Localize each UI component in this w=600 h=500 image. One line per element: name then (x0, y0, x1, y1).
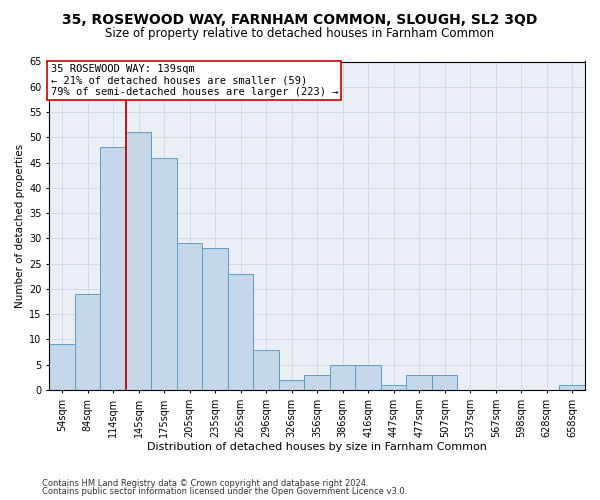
Text: Size of property relative to detached houses in Farnham Common: Size of property relative to detached ho… (106, 28, 494, 40)
Bar (100, 148, 126, 390)
Bar (75, 294, 100, 390)
X-axis label: Distribution of detached houses by size in Farnham Common: Distribution of detached houses by size … (147, 442, 487, 452)
Bar (381, 385, 406, 390)
Bar (49, 344, 75, 390)
Bar (228, 274, 253, 390)
Bar (253, 350, 279, 390)
Bar (304, 375, 330, 390)
Bar (406, 375, 432, 390)
Bar (330, 364, 355, 390)
Text: Contains public sector information licensed under the Open Government Licence v3: Contains public sector information licen… (42, 487, 407, 496)
Bar (126, 132, 151, 390)
Bar (279, 380, 304, 390)
Bar (355, 364, 381, 390)
Text: 35 ROSEWOOD WAY: 139sqm
← 21% of detached houses are smaller (59)
79% of semi-de: 35 ROSEWOOD WAY: 139sqm ← 21% of detache… (50, 64, 338, 97)
Bar (177, 244, 202, 390)
Bar (202, 248, 228, 390)
Y-axis label: Number of detached properties: Number of detached properties (15, 144, 25, 308)
Text: 35, ROSEWOOD WAY, FARNHAM COMMON, SLOUGH, SL2 3QD: 35, ROSEWOOD WAY, FARNHAM COMMON, SLOUGH… (62, 12, 538, 26)
Bar (432, 375, 457, 390)
Text: Contains HM Land Registry data © Crown copyright and database right 2024.: Contains HM Land Registry data © Crown c… (42, 478, 368, 488)
Bar (559, 385, 585, 390)
Bar (151, 158, 177, 390)
